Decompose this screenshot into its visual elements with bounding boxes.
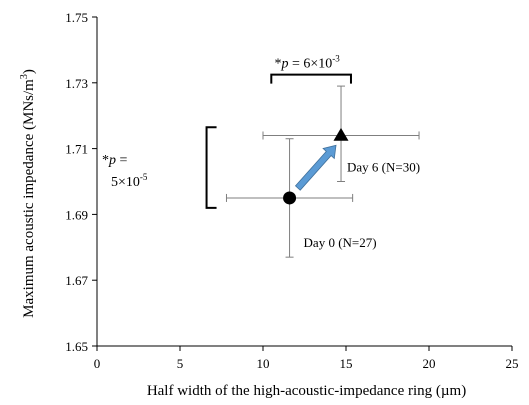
y-tick-label: 1.69 [65,207,88,222]
x-significance-text: *p = 6×10-3 [274,54,340,72]
y-sig-exponent: -5 [140,172,148,182]
y-axis-label-superscript: 3 [19,74,30,79]
y-significance-line2: 5×10-5 [111,172,148,190]
x-tick-label: 20 [423,356,436,371]
change-arrow [294,144,337,191]
day6-triangle-marker [333,127,349,141]
x-sig-asterisk: * [274,57,281,72]
y-sig-equals: = [116,153,128,168]
arrow-layer [294,144,337,191]
y-axis-label-main: Maximum acoustic impedance (MNs/m [21,79,37,318]
x-tick-label: 15 [340,356,353,371]
annotation-layer: *p = 6×10-3*p =5×10-5 [102,54,352,209]
day0-label: Day 0 (N=27) [304,235,377,250]
y-tick-label: 1.71 [65,142,88,157]
y-axis-label: Maximum acoustic impedance (MNs/m3) [19,69,37,318]
x-tick-label: 25 [506,356,519,371]
x-tick-label: 10 [257,356,270,371]
y-tick-label: 1.65 [65,339,88,354]
y-sig-value: 5×10 [111,175,140,190]
day0-circle-marker [283,191,297,205]
y-tick-label: 1.73 [65,76,88,91]
x-tick-label: 0 [94,356,101,371]
x-tick-label: 5 [177,356,184,371]
y-tick-label: 1.75 [65,10,88,25]
x-significance-bracket [270,73,352,84]
x-sig-value: = 6×10 [288,57,332,72]
y-tick-label: 1.67 [65,273,88,288]
y-significance-line1: *p = [102,153,128,168]
ticks: 1.65 1.67 1.69 1.71 1.73 1.75 0 5 10 15 20 25 [65,10,518,371]
x-axis-label: Half width of the high-acoustic-impedanc… [147,383,466,399]
data-points [283,127,349,205]
day6-label: Day 6 (N=30) [347,159,420,174]
y-axis-label-close: ) [21,69,37,74]
y-sig-asterisk: * [102,153,109,168]
x-sig-p: p [280,57,288,72]
y-significance-bracket [205,126,217,209]
labels-layer: Day 0 (N=27) Day 6 (N=30) Half width of th… [19,69,466,399]
axes [96,17,512,347]
x-sig-exponent: -3 [332,54,340,64]
y-sig-p: p [108,153,116,168]
